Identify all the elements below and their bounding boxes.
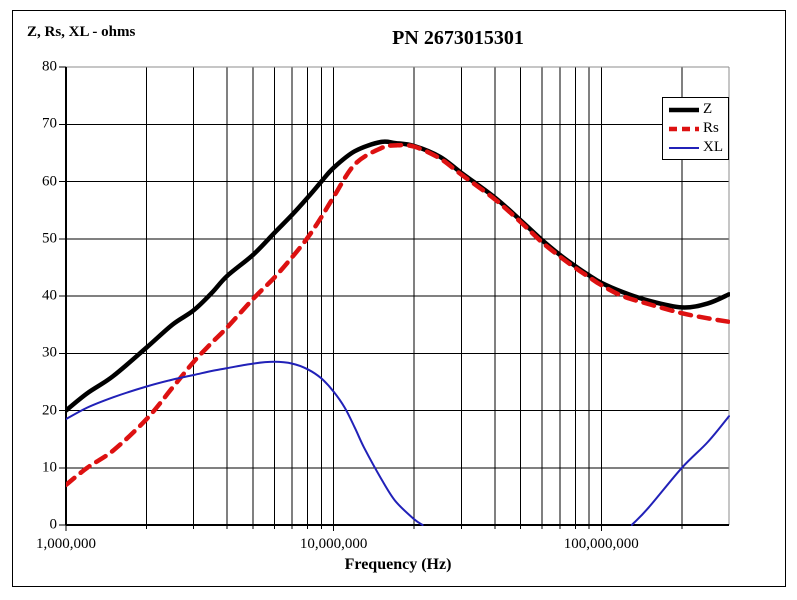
legend-swatch-rs: [669, 126, 699, 131]
chart-title: PN 2673015301: [392, 27, 524, 49]
y-tick-label: 50: [42, 230, 57, 247]
legend-label: Rs: [703, 120, 719, 136]
data-curves: [66, 139, 730, 526]
legend-entry-z: Z: [668, 101, 728, 119]
y-tick-label: 0: [49, 516, 58, 533]
y-tick-label: 80: [42, 58, 57, 75]
legend-label: Z: [703, 101, 713, 117]
y-tick-label: 10: [42, 459, 57, 476]
y-axis-title: Z, Rs, XL - ohms: [27, 24, 136, 40]
x-axis-title: Frequency (Hz): [344, 556, 452, 573]
y-tick-label: 70: [42, 115, 57, 132]
legend-swatch-z: [669, 107, 699, 112]
y-tick-label: 20: [42, 402, 57, 418]
figure-border: [12, 10, 786, 587]
legend-label: XL: [703, 139, 723, 155]
curve-xl: [66, 360, 424, 526]
y-tick-label: 60: [42, 173, 57, 189]
x-tick-label: 1,000,000: [36, 536, 96, 552]
y-tick-label: 40: [42, 287, 57, 304]
legend-swatch-xl: [669, 146, 699, 149]
y-tick-label: 30: [42, 344, 57, 361]
x-tick-label: 10,000,000: [299, 536, 368, 552]
axis-ticks: [59, 66, 683, 531]
legend: Z Rs XL: [662, 97, 729, 160]
curve-xl: [630, 415, 730, 526]
x-tick-label: 100,000,000: [563, 536, 639, 552]
legend-entry-xl: XL: [668, 139, 728, 157]
gridlines: [66, 67, 729, 525]
legend-entry-rs: Rs: [668, 120, 728, 138]
curve-rs: [66, 142, 730, 488]
